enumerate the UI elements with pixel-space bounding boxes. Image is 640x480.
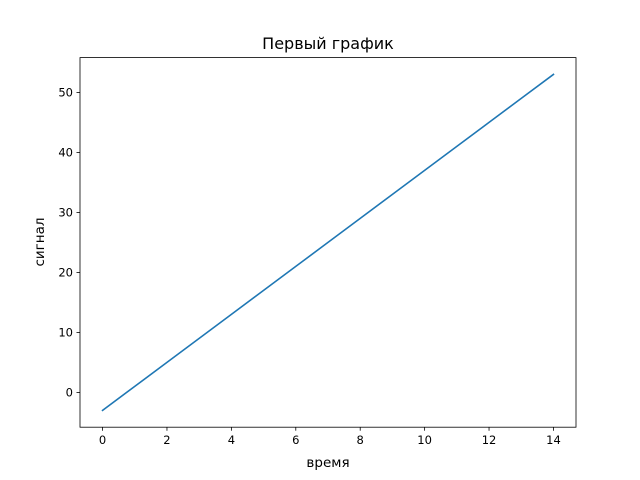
- y-tick-label: 40: [58, 145, 73, 159]
- x-tick-label: 6: [292, 433, 299, 447]
- x-tick-label: 0: [99, 433, 106, 447]
- x-tick-label: 4: [228, 433, 235, 447]
- y-tick-label: 50: [58, 85, 73, 99]
- x-axis-label: время: [306, 455, 349, 471]
- x-tick-label: 14: [546, 433, 561, 447]
- y-tick-label: 20: [58, 265, 73, 279]
- x-tick-label: 8: [357, 433, 364, 447]
- x-tick-label: 2: [163, 433, 170, 447]
- y-tick-label: 10: [58, 325, 73, 339]
- x-tick-label: 12: [482, 433, 497, 447]
- y-tick-label: 30: [58, 205, 73, 219]
- x-tick-label: 10: [417, 433, 432, 447]
- series-line: [101, 73, 555, 412]
- y-tick-label: 0: [66, 385, 73, 399]
- plot-area-frame: [79, 57, 577, 428]
- y-axis-label: сигнал: [32, 217, 48, 266]
- chart-title: Первый график: [262, 34, 394, 53]
